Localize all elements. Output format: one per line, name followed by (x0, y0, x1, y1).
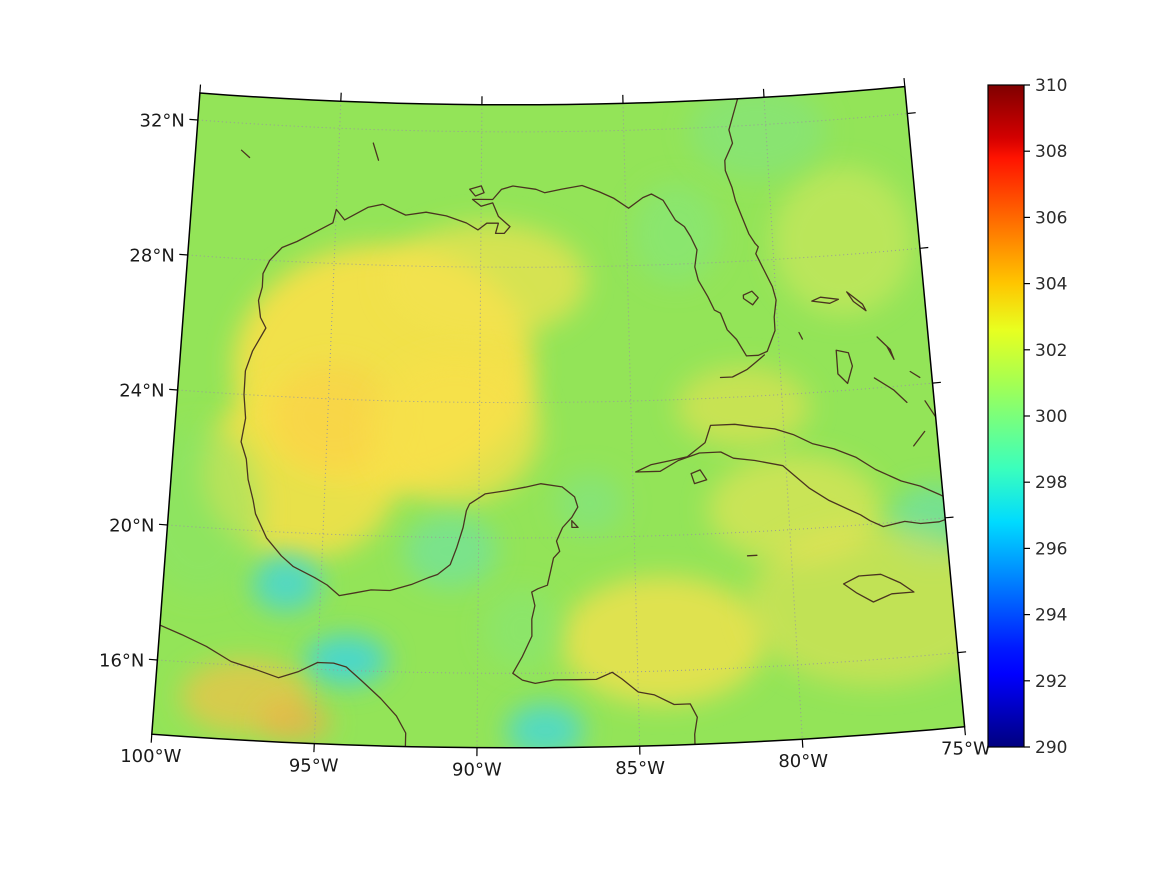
colorbar-tick-label: 294 (1035, 606, 1067, 626)
coastline-lake_okeechobee (742, 290, 759, 306)
coastline-grand_bahama (811, 296, 840, 304)
x-axis-tick-label: 95°W (289, 756, 339, 777)
y-axis-tick-label: 24°N (119, 381, 164, 402)
axes: 32°N 28°N 24°N 20°N 16°N 100°W 95°W 90°W 85°W 80°… (99, 78, 991, 781)
coastline-isla_juventud (690, 469, 708, 485)
temperature-field (151, 86, 965, 748)
axis-tick (801, 739, 804, 748)
field-region (273, 361, 395, 470)
axis-tick (169, 388, 178, 391)
axis-tick (957, 651, 967, 654)
axis-tick (964, 726, 966, 736)
coastline-grand_cayman (746, 554, 758, 557)
coastline-eleuthera (876, 336, 895, 360)
axis-tick (919, 246, 929, 249)
colorbar-tick-label: 302 (1035, 341, 1067, 361)
coastline-cat_island (909, 370, 921, 379)
coastline-exuma_chain (873, 377, 908, 404)
y-axis-tick-label: 32°N (140, 111, 185, 132)
y-axis-tick-label: 28°N (129, 246, 174, 267)
axis-tick (903, 78, 906, 87)
coastline-abaco (846, 291, 867, 312)
axis-tick (179, 253, 188, 256)
coastline-ragged_islands (913, 430, 926, 447)
field-region (747, 524, 965, 687)
graticule (157, 97, 958, 748)
colorbar-tick-label: 310 (1035, 76, 1067, 96)
x-axis-tick-label: 75°W (941, 739, 991, 760)
coastline-andros (835, 349, 854, 385)
colorbar: 310 308 306 304 302 300 298 296 294 292 290 (987, 76, 1067, 758)
colorbar-tick-label: 304 (1035, 275, 1067, 295)
coastline-long_island (924, 400, 937, 418)
colorbar-tick-label: 308 (1035, 142, 1067, 162)
axis-tick (932, 381, 941, 384)
coastline-jamaica (842, 573, 915, 603)
axis-tick (148, 658, 158, 661)
field-region (304, 634, 389, 686)
x-axis-tick-label: 85°W (615, 758, 665, 779)
axis-tick (762, 88, 765, 98)
field-region (506, 703, 585, 748)
x-axis-tick-label: 80°W (778, 751, 828, 772)
field-region (386, 223, 587, 339)
y-axis-tick-label: 16°N (99, 651, 144, 672)
colorbar-tick-label: 306 (1035, 208, 1067, 228)
coastline-lake_pontchartrain (469, 185, 485, 197)
axis-tick (945, 516, 954, 519)
coastline-pacific_coast (153, 621, 407, 748)
field-region (484, 588, 561, 670)
gridline-lat (157, 652, 958, 674)
axis-tick (150, 734, 153, 743)
x-axis-tick-label: 90°W (452, 760, 502, 781)
field-region (556, 473, 625, 534)
axis-tick (199, 84, 202, 94)
x-axis-tick-label: 100°W (120, 746, 181, 767)
coastlines (153, 94, 964, 748)
field-region (151, 425, 262, 595)
field-region (560, 576, 765, 705)
y-axis-tick-label: 20°N (109, 516, 154, 537)
field-region (403, 513, 498, 589)
axis-tick (158, 523, 168, 526)
colorbar-tick-label: 292 (1035, 672, 1067, 692)
coastline-toledo_bend (372, 142, 380, 161)
colorbar-tick-label: 298 (1035, 473, 1067, 493)
coastline-mainland (240, 94, 777, 746)
coastline-bimini (798, 331, 804, 340)
coastline-texas_lake (240, 149, 251, 159)
field-region (260, 702, 332, 743)
coastline-florida_keys (719, 354, 766, 379)
axis-tick (907, 112, 916, 115)
coastline-cozumel (571, 520, 579, 529)
field-region (689, 86, 826, 180)
colorbar-tick-label: 290 (1035, 738, 1067, 758)
gridline-lat (167, 517, 946, 539)
colorbar-gradient (988, 85, 1024, 747)
field-region (772, 166, 914, 316)
field-region (676, 366, 810, 448)
field-region (369, 354, 541, 504)
axis-tick (189, 118, 198, 121)
field-region (632, 182, 720, 285)
field-region (251, 554, 321, 612)
colorbar-tick-label: 296 (1035, 539, 1067, 559)
colorbar-tick-label: 300 (1035, 407, 1067, 427)
